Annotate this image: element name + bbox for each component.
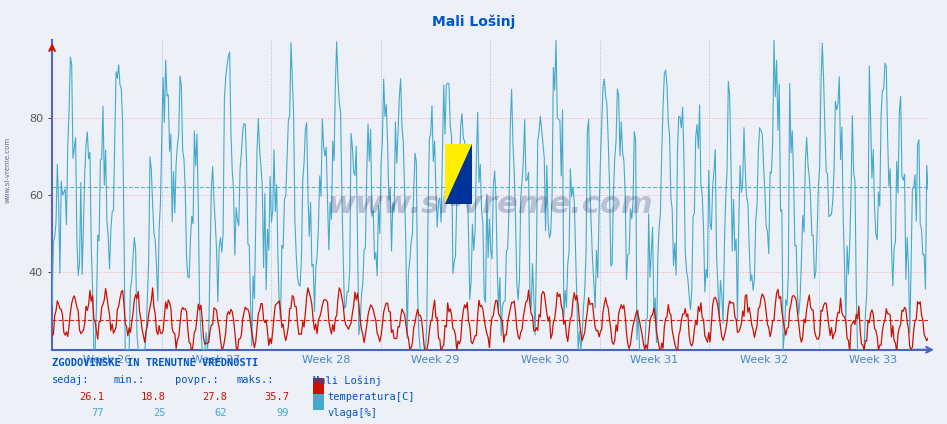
Text: 27.8: 27.8 <box>203 392 227 402</box>
Text: 77: 77 <box>92 408 104 418</box>
Text: maks.:: maks.: <box>237 375 275 385</box>
Text: www.si-vreme.com: www.si-vreme.com <box>5 137 10 203</box>
Polygon shape <box>445 144 472 204</box>
Text: 25: 25 <box>153 408 166 418</box>
Polygon shape <box>445 144 472 204</box>
Text: ZGODOVINSKE IN TRENUTNE VREDNOSTI: ZGODOVINSKE IN TRENUTNE VREDNOSTI <box>52 358 259 368</box>
Text: Mali Lošinj: Mali Lošinj <box>313 375 382 386</box>
Text: Mali Lošinj: Mali Lošinj <box>432 15 515 29</box>
Text: min.:: min.: <box>114 375 145 385</box>
Text: sedaj:: sedaj: <box>52 375 90 385</box>
Text: 26.1: 26.1 <box>80 392 104 402</box>
Text: 62: 62 <box>215 408 227 418</box>
Text: temperatura[C]: temperatura[C] <box>328 392 415 402</box>
Text: vlaga[%]: vlaga[%] <box>328 408 378 418</box>
Text: 99: 99 <box>277 408 289 418</box>
Text: 35.7: 35.7 <box>264 392 289 402</box>
Text: www.si-vreme.com: www.si-vreme.com <box>328 190 652 219</box>
Text: 18.8: 18.8 <box>141 392 166 402</box>
Text: povpr.:: povpr.: <box>175 375 219 385</box>
